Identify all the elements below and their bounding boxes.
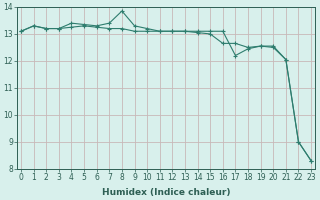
X-axis label: Humidex (Indice chaleur): Humidex (Indice chaleur) xyxy=(102,188,230,197)
